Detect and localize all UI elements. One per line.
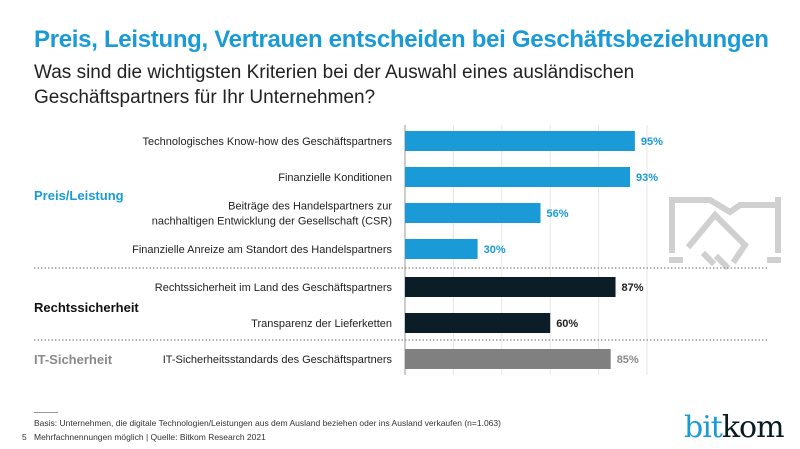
value-label: 85% bbox=[617, 354, 639, 366]
value-label: 95% bbox=[641, 136, 663, 148]
bar-label: Rechtssicherheit im Land des Geschäftspa… bbox=[155, 282, 393, 294]
bar bbox=[405, 349, 611, 369]
bar-label: Finanzielle Konditionen bbox=[278, 172, 392, 184]
value-label: 30% bbox=[484, 244, 506, 256]
logo-part2: kom bbox=[721, 410, 785, 445]
group-label: IT-Sicherheit bbox=[34, 352, 113, 367]
logo-part1: bit bbox=[684, 410, 723, 445]
bar-label: Finanzielle Anreize am Standort des Hand… bbox=[132, 244, 392, 256]
chart-title: Preis, Leistung, Vertrauen entscheiden b… bbox=[34, 26, 769, 53]
bar bbox=[405, 239, 478, 259]
group-label: Rechtssicherheit bbox=[34, 300, 139, 315]
footer-note: Mehrfachnennungen möglich | Quelle: Bitk… bbox=[34, 432, 266, 442]
value-label: 87% bbox=[622, 282, 644, 294]
group-label: Preis/Leistung bbox=[34, 188, 124, 203]
bar bbox=[405, 203, 541, 223]
bar-label: Beiträge des Handelspartners zur bbox=[228, 201, 392, 213]
value-label: 56% bbox=[547, 208, 569, 220]
bar bbox=[405, 131, 635, 151]
bar-label: Technologisches Know-how des Geschäftspa… bbox=[143, 136, 393, 148]
footer-basis: Basis: Unternehmen, die digitale Technol… bbox=[34, 418, 501, 428]
bar-label: nachhaltigen Entwicklung der Gesellschaf… bbox=[152, 216, 392, 228]
bar-label: Transparenz der Lieferketten bbox=[251, 318, 392, 330]
value-label: 93% bbox=[636, 172, 658, 184]
page-number: 5 bbox=[22, 432, 27, 442]
bitkom-logo: bitkom bbox=[684, 410, 785, 445]
chart-subtitle: Was sind die wichtigsten Kriterien bei d… bbox=[34, 62, 635, 108]
bar bbox=[405, 277, 616, 297]
value-label: 60% bbox=[556, 318, 578, 330]
bar bbox=[405, 313, 551, 333]
bar bbox=[405, 167, 631, 187]
footer-rule bbox=[34, 412, 58, 413]
bar-label: IT-Sicherheitsstandards des Geschäftspar… bbox=[163, 354, 393, 366]
handshake-icon bbox=[669, 197, 781, 271]
